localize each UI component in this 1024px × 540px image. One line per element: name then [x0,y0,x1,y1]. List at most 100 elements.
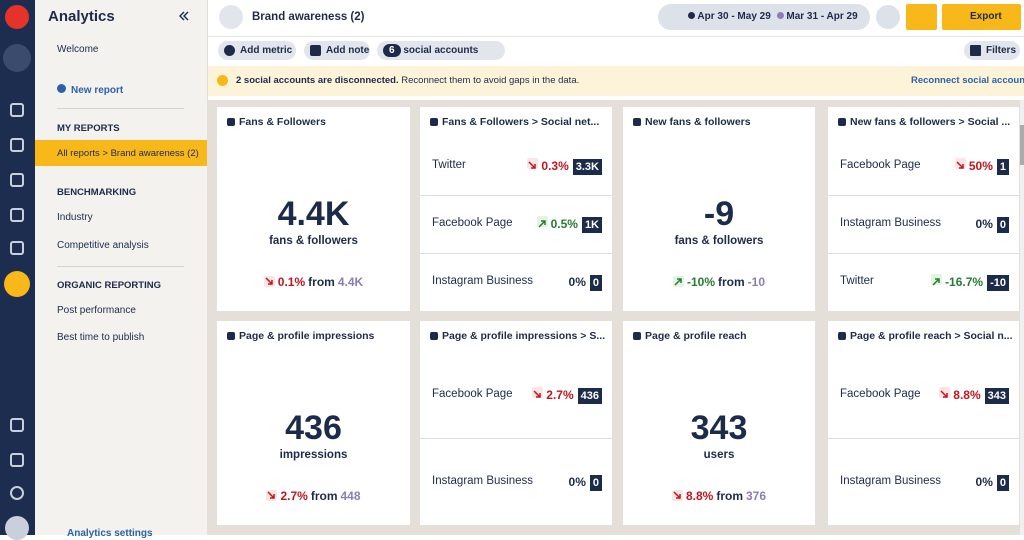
metric-change: 2.7% from 448 [217,489,410,503]
range-dot [688,12,695,19]
row-name: Twitter [432,159,466,171]
settings-link[interactable]: Analytics settings [67,528,153,539]
card-icon [838,332,846,340]
compare-dot [776,12,784,19]
section-heading: MY REPORTS [57,123,120,134]
divider [57,266,184,267]
trend-icon [536,216,548,228]
collapse-button[interactable] [179,11,189,21]
previous-value: -10 [747,275,766,289]
avatar[interactable] [5,516,29,540]
divider [208,36,1024,37]
new-report[interactable]: New report [71,85,124,96]
row-stats: 0% 0 [976,473,1009,491]
logo[interactable] [5,5,29,29]
metric-card: Fans & Followers > Social net... Twitter 0… [420,107,612,311]
trend-icon [527,158,539,169]
card-icon [633,332,641,340]
reconnect-link[interactable]: Reconnect social accounts [911,75,1024,86]
scroll-thumb[interactable] [1020,125,1024,165]
metric-card: Page & profile impressions 436 impressions… [217,321,410,525]
label: Filters [986,45,1017,56]
value-badge: 0 [589,474,602,491]
scrollbar [1020,100,1024,535]
alert-text: Reconnect them to avoid gaps in the data… [401,75,580,86]
nav-item[interactable]: Post performance [57,305,136,316]
change-value: -10% [686,275,715,289]
add-metric[interactable]: Add metric [218,41,296,60]
card-icon [633,118,641,126]
nav-item[interactable]: All reports > Brand awareness (2) [57,148,199,159]
help-icon[interactable] [10,486,24,500]
change-value: 2.7% [546,387,574,402]
trend-icon [672,276,684,287]
card-title: Fans & Followers [239,116,326,128]
metric-change: 8.8% from 376 [623,489,815,503]
metric-card: Page & profile impressions > S... Faceboo… [420,321,612,525]
accounts-filter[interactable]: 6 social accounts [377,41,505,60]
change-value: 0% [568,474,586,489]
alert-banner: 2 social accounts are disconnected. Reco… [208,66,1024,96]
export-button[interactable]: Export [942,4,1021,30]
nav-icon[interactable] [10,418,24,432]
row-divider [828,438,1019,439]
row-divider [420,253,612,254]
metric-change: 0.1% from 4.4K [217,275,410,289]
from-label: from [310,489,338,503]
value-badge: 343 [984,387,1009,404]
nav-icon[interactable] [10,453,24,467]
change-value: 8.8% [953,387,981,402]
more-button[interactable] [876,5,900,29]
section-heading: BENCHMARKING [57,187,137,198]
nav-item[interactable]: Competitive analysis [57,240,149,251]
card-icon [227,118,235,126]
row-name: Instagram Business [432,474,533,487]
share-button[interactable] [906,4,937,30]
add-note[interactable]: Add note [304,41,370,60]
metric-value: 436 [285,409,342,447]
plus-icon [57,84,66,93]
trend-icon [954,158,966,169]
date-range: Apr 30 - May 29 [697,11,771,22]
value-badge: 0 [996,217,1009,233]
card-icon [430,118,438,126]
date-picker[interactable]: Apr 30 - May 29 Mar 31 - Apr 29 [658,4,870,30]
row-name: Facebook Page [840,159,921,171]
nav-item[interactable]: Best time to publish [57,332,145,343]
nav-icon[interactable] [10,241,24,255]
nav-icon[interactable] [10,173,24,187]
active-item-bg [35,140,207,166]
row-name: Facebook Page [840,387,921,400]
trend-icon [266,490,278,501]
nav-icon[interactable] [10,138,24,152]
row-stats: 8.8% 343 [939,386,1009,404]
main-header: Brand awareness (2) Apr 30 - May 29 Mar … [207,0,1024,100]
trend-icon [671,490,683,501]
label: Add note [326,45,370,56]
nav-item[interactable]: Industry [57,212,93,223]
compose-icon[interactable] [3,44,31,72]
row-name: Instagram Business [840,217,941,229]
row-stats: 0% 0 [976,215,1009,233]
row-divider [420,195,612,196]
nav-item[interactable]: Welcome [57,44,99,55]
from-label: from [718,275,745,289]
change-value: 0.3% [541,159,569,173]
row-stats: 0% 0 [569,473,602,491]
row-stats: 0% 0 [569,273,602,291]
back-button[interactable] [219,5,243,29]
row-divider [420,438,612,439]
row-name: Instagram Business [432,275,533,287]
change-value: -16.7% [945,275,984,289]
card-title: Fans & Followers > Social net... [442,116,600,128]
analytics-icon[interactable] [4,271,30,297]
card-title: Page & profile reach [645,330,747,342]
row-stats: 50% 1 [954,157,1009,175]
nav-icon[interactable] [10,103,24,117]
nav-icon[interactable] [10,208,24,222]
report-title: Brand awareness (2) [252,11,365,23]
filters[interactable]: Filters [964,41,1020,60]
sidebar: Analytics Welcome New report MY REPORTS … [35,0,207,539]
card-title: New fans & followers [645,116,751,128]
change-value: 0% [568,275,586,289]
